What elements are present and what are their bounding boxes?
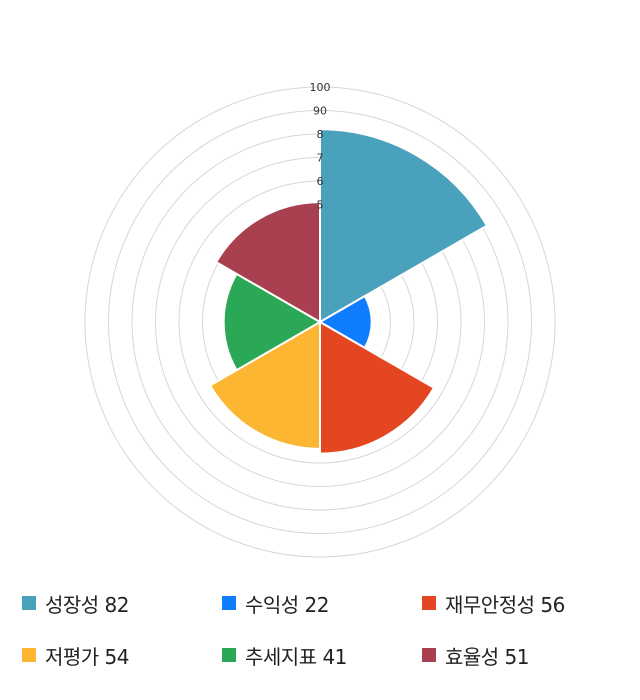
chart-slices	[208, 128, 489, 455]
ring-tick-label: 8	[317, 128, 324, 141]
slice-2[interactable]	[318, 294, 373, 350]
ring-tick-labels: 5 6 7 8 90 100	[310, 81, 331, 212]
chart-legend: 성장성 82 수익성 22 재무안정성 56 저평가 54 추세지표 41 효율…	[0, 580, 640, 690]
legend-item-undervalued[interactable]: 저평가 54	[22, 640, 130, 670]
legend-swatch	[222, 596, 236, 610]
legend-swatch	[422, 596, 436, 610]
legend-label: 저평가 54	[45, 644, 130, 669]
legend-item-profitability[interactable]: 수익성 22	[222, 588, 330, 618]
legend-label: 효율성 51	[445, 644, 530, 669]
slice-1[interactable]	[319, 128, 489, 324]
legend-item-trend[interactable]: 추세지표 41	[222, 640, 347, 670]
slice-5[interactable]	[222, 272, 322, 372]
slice-4[interactable]	[208, 320, 321, 450]
legend-item-efficiency[interactable]: 효율성 51	[422, 640, 530, 670]
legend-label: 추세지표 41	[245, 644, 347, 669]
ring-tick-label: 100	[310, 81, 331, 94]
slice-3[interactable]	[319, 320, 436, 455]
ring-tick-label: 6	[317, 175, 324, 188]
ring-tick-label: 5	[317, 199, 324, 212]
legend-label: 성장성 82	[45, 592, 130, 617]
ring-tick-label: 90	[313, 105, 327, 118]
legend-label: 재무안정성 56	[445, 592, 565, 617]
legend-item-growth[interactable]: 성장성 82	[22, 588, 130, 618]
grid-ring	[108, 110, 532, 534]
legend-swatch	[422, 648, 436, 662]
ring-tick-label: 7	[317, 152, 324, 165]
legend-swatch	[22, 596, 36, 610]
slice-6[interactable]	[214, 201, 321, 324]
legend-swatch	[222, 648, 236, 662]
legend-label: 수익성 22	[245, 592, 330, 617]
grid-ring	[84, 86, 556, 558]
legend-swatch	[22, 648, 36, 662]
legend-item-stability[interactable]: 재무안정성 56	[422, 588, 565, 618]
polar-area-chart: 5 6 7 8 90 100	[84, 81, 556, 558]
